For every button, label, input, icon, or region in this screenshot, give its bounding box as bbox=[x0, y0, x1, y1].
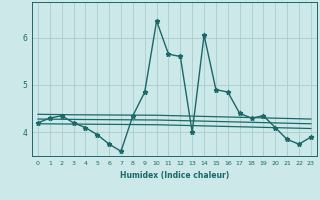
X-axis label: Humidex (Indice chaleur): Humidex (Indice chaleur) bbox=[120, 171, 229, 180]
